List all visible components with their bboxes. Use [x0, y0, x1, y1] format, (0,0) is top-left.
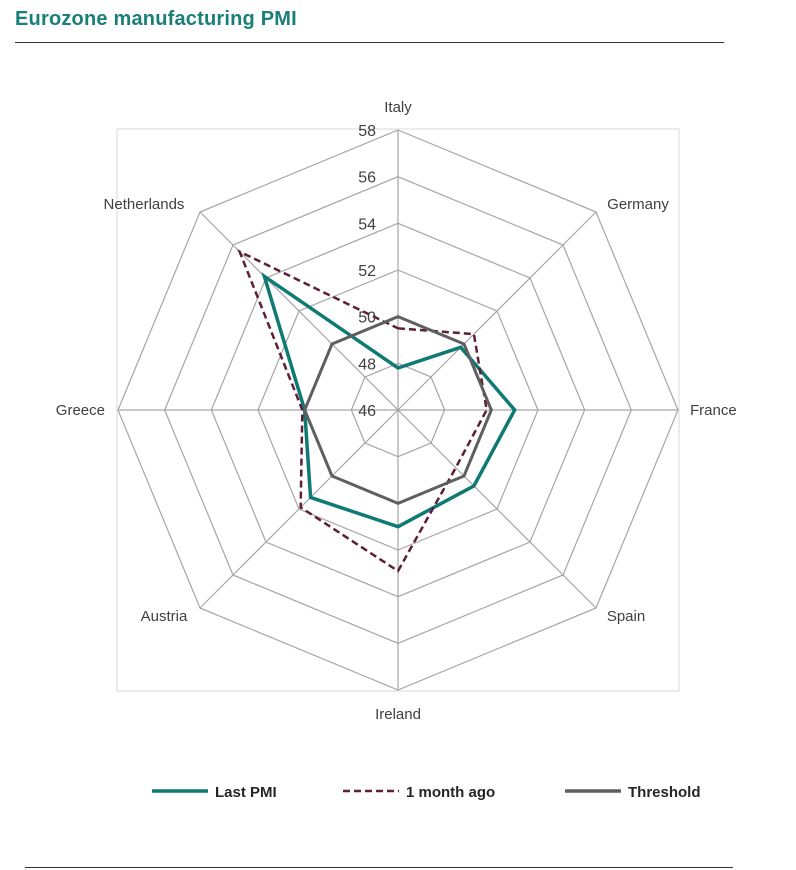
category-label-spain: Spain: [607, 608, 645, 625]
page-title: Eurozone manufacturing PMI: [15, 8, 297, 30]
spoke-austria: [199, 409, 399, 609]
tick-label-52: 52: [358, 263, 376, 280]
legend-label-threshold: Threshold: [628, 784, 701, 801]
legend-label-1-month-ago: 1 month ago: [406, 784, 495, 801]
tick-label-46: 46: [358, 403, 376, 420]
category-label-italy: Italy: [384, 99, 412, 116]
category-label-austria: Austria: [141, 608, 188, 625]
tick-label-54: 54: [358, 216, 376, 233]
category-label-ireland: Ireland: [375, 706, 421, 723]
category-label-greece: Greece: [56, 402, 105, 419]
plot-area-frame: [116, 128, 680, 692]
spoke-netherlands: [199, 211, 399, 411]
title-divider: [15, 42, 724, 43]
spoke-germany: [397, 211, 597, 411]
tick-label-48: 48: [358, 356, 376, 373]
tick-label-58: 58: [358, 123, 376, 140]
tick-label-50: 50: [358, 310, 376, 327]
spoke-spain: [397, 409, 597, 609]
footer-divider: [25, 867, 733, 868]
category-label-france: France: [690, 402, 737, 419]
legend-label-last-pmi: Last PMI: [215, 784, 277, 801]
category-label-netherlands: Netherlands: [104, 196, 185, 213]
tick-label-56: 56: [358, 170, 376, 187]
category-label-germany: Germany: [607, 196, 669, 213]
